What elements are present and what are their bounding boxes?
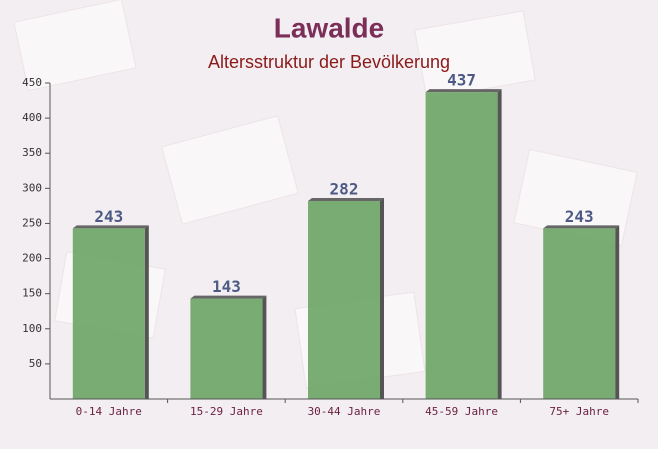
chart-title: Lawalde	[274, 12, 384, 43]
bar-shadow	[497, 89, 502, 399]
bar	[425, 92, 498, 399]
y-tick-label: 300	[22, 181, 42, 194]
y-tick-label: 200	[22, 252, 42, 265]
bar-shadow	[262, 295, 267, 399]
bar-shadow-top	[425, 89, 502, 93]
y-tick-label: 50	[29, 357, 42, 370]
bar-shadow	[380, 197, 384, 399]
value-label: 282	[330, 179, 359, 198]
bar-shadow	[615, 225, 620, 399]
y-tick-label: 150	[22, 287, 42, 300]
y-tick-label: 250	[22, 216, 42, 229]
bar	[190, 298, 263, 399]
bar	[308, 200, 380, 399]
x-tick-label: 75+ Jahre	[549, 405, 609, 418]
bar-shadow-top	[72, 225, 149, 229]
value-label: 243	[565, 207, 594, 226]
x-tick-label: 45-59 Jahre	[425, 405, 498, 418]
y-tick-label: 350	[22, 146, 42, 159]
chart-subtitle: Altersstruktur der Bevölkerung	[208, 52, 450, 72]
x-tick-label: 0-14 Jahre	[76, 405, 142, 418]
value-label: 437	[447, 71, 476, 90]
bar-shadow	[144, 225, 149, 399]
bar	[543, 228, 616, 399]
value-label: 243	[94, 207, 123, 226]
x-tick-label: 15-29 Jahre	[190, 405, 263, 418]
y-tick-label: 450	[22, 76, 42, 89]
bar-shadow-top	[308, 197, 384, 201]
y-tick-label: 100	[22, 322, 42, 335]
bar	[72, 228, 145, 399]
bar-shadow-top	[543, 225, 620, 229]
bar-shadow-top	[190, 295, 267, 299]
x-tick-label: 30-44 Jahre	[308, 405, 381, 418]
value-label: 143	[212, 277, 241, 296]
y-tick-label: 400	[22, 111, 42, 124]
